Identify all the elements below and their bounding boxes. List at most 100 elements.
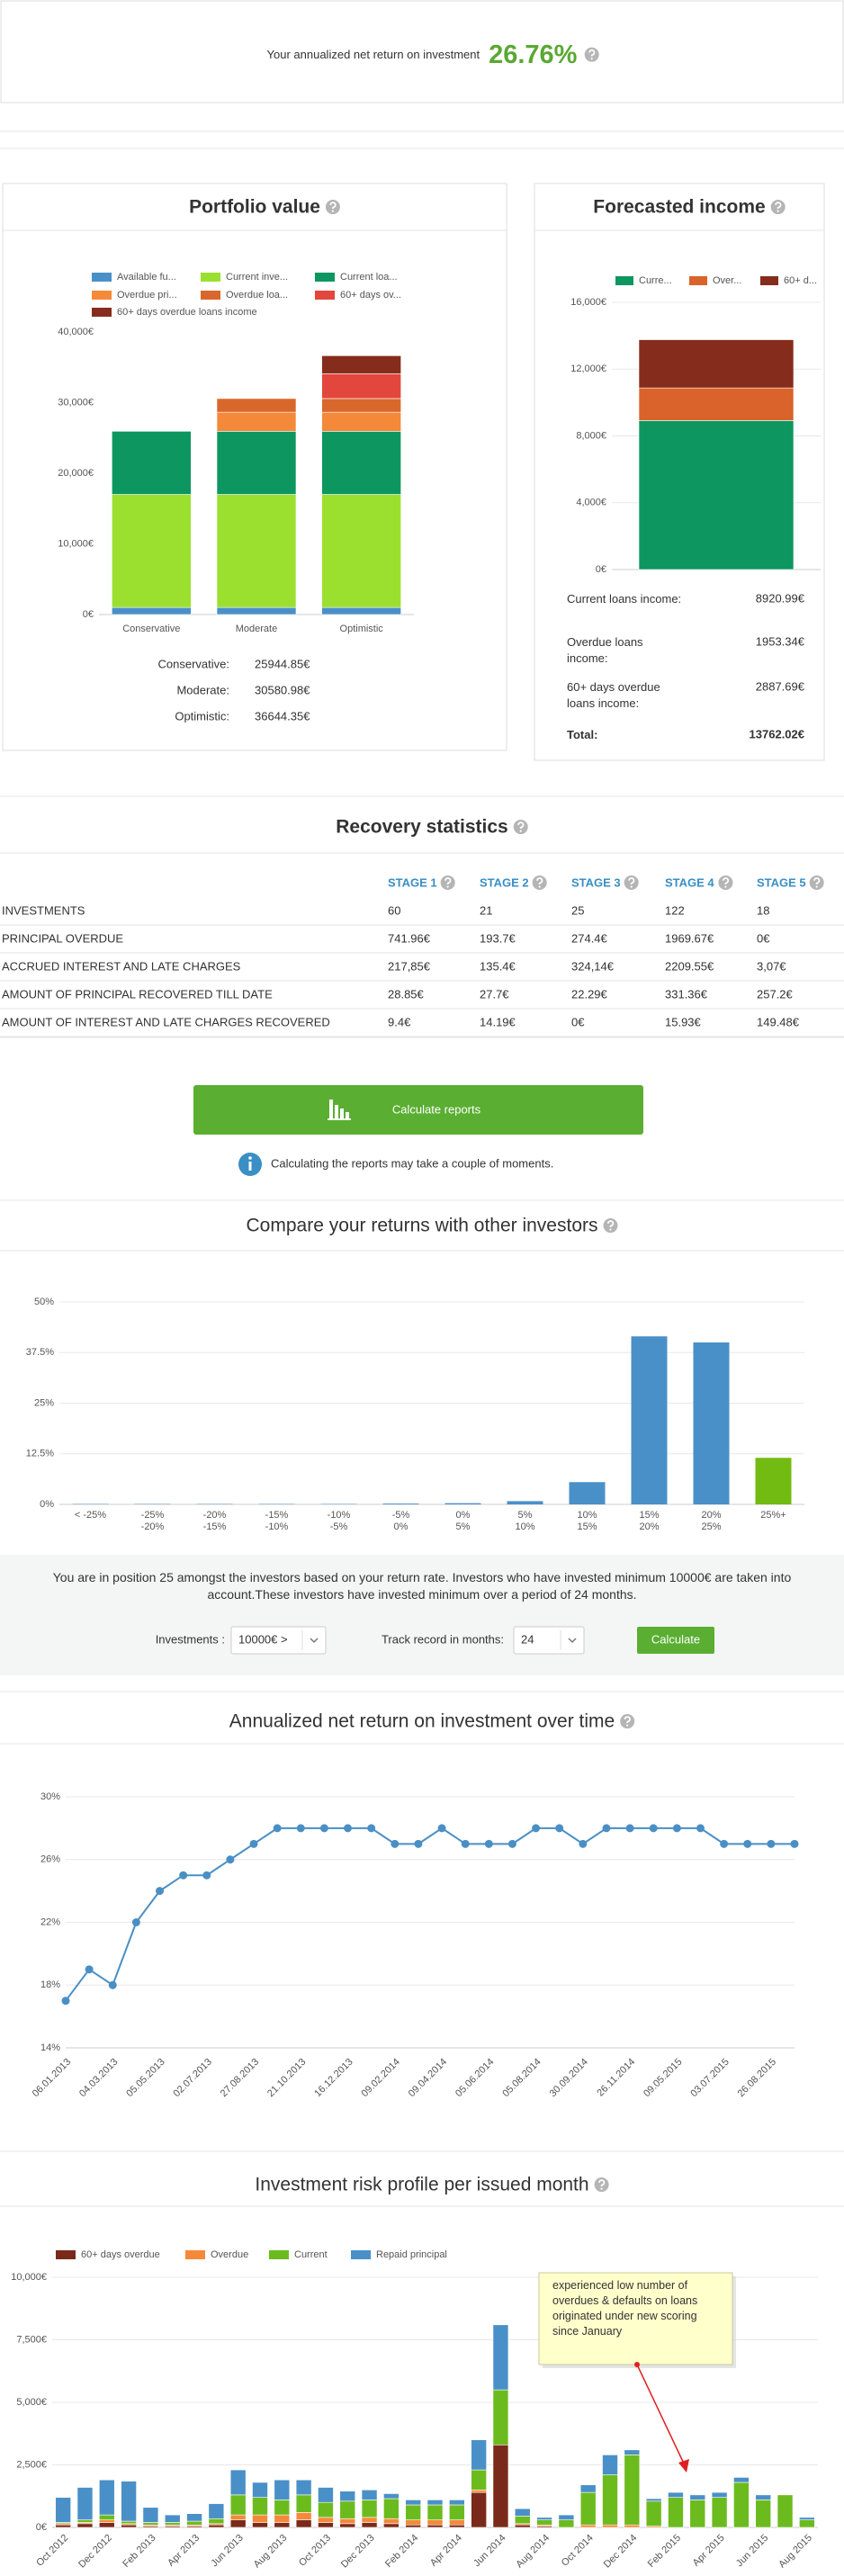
summary-label: Optimistic:	[175, 709, 229, 723]
help-icon	[620, 1714, 635, 1729]
bar-segment	[229, 2519, 247, 2528]
table-cell: 3,07€	[757, 959, 786, 973]
help-glyph	[517, 821, 525, 830]
table-cell: 217,85€	[388, 959, 431, 973]
bar-segment	[383, 2523, 400, 2528]
bar-segment	[492, 2444, 509, 2528]
x-tick-label: -20%	[203, 1510, 227, 1521]
bar-segment	[579, 2484, 597, 2493]
bar-segment	[602, 2524, 618, 2528]
legend-swatch	[92, 308, 112, 317]
select-arrow	[568, 1638, 577, 1644]
forecast-label: 60+ days overdue loans income:	[567, 680, 660, 710]
control-label: Track record in months:	[382, 1632, 504, 1646]
x-tick-label: 09.02.2014	[360, 2057, 402, 2099]
x-tick-label: Apr 2015	[691, 2533, 727, 2569]
position-text: You are in position 25 amongst the inves…	[52, 1570, 792, 1602]
help-glyph	[624, 1716, 631, 1724]
point	[61, 1997, 70, 2006]
x-tick-label: 16.12.2013	[312, 2057, 355, 2099]
y-tick-label: 30,000€	[58, 397, 94, 408]
annotation-text-box: experienced low number of overdues & def…	[552, 2279, 698, 2338]
bar-segment	[339, 2523, 356, 2528]
table-cell: 9.4€	[388, 1015, 411, 1028]
x-tick-label: Jun 2014	[471, 2533, 507, 2569]
bar-segment	[229, 2469, 247, 2496]
annotation-arrowhead	[678, 2459, 689, 2473]
bar-segment	[514, 2508, 531, 2517]
row-label: AMOUNT OF PRINCIPAL RECOVERED TILL DATE	[2, 987, 273, 1001]
select-bg	[513, 1626, 585, 1655]
legend-swatch	[92, 273, 112, 282]
bar-segment	[216, 398, 297, 413]
select[interactable]: 24	[513, 1626, 585, 1655]
point	[507, 1839, 516, 1848]
bar-segment	[579, 2491, 597, 2526]
bar-segment	[252, 2497, 268, 2516]
bar-segment	[733, 2482, 750, 2528]
bar-segment	[405, 2500, 421, 2506]
point	[437, 1824, 446, 1833]
bar-segment	[449, 2504, 465, 2520]
bar-segment	[405, 2504, 421, 2520]
x-tick-label: 30.09.2014	[548, 2057, 590, 2099]
x-tick-label: Aug 2015	[777, 2533, 814, 2571]
chart-title: Annualized net return on investment over…	[229, 1711, 615, 1732]
x-tick-label: 26.11.2014	[595, 2057, 637, 2099]
point	[156, 1887, 165, 1896]
x-tick-label: 25%	[701, 1521, 721, 1532]
bar	[382, 1503, 419, 1504]
point	[391, 1839, 400, 1848]
point	[672, 1824, 681, 1833]
bar-segment	[321, 411, 401, 432]
bar-segment	[536, 2519, 552, 2526]
summary-value: 36644.35€	[255, 709, 310, 723]
calculate-button[interactable]: Calculate	[637, 1627, 714, 1654]
help-glyph	[813, 877, 821, 884]
button-icon	[340, 1108, 344, 1119]
forecast-label: Total:	[567, 728, 598, 741]
table-cell: 0€	[571, 1015, 585, 1028]
y-tick-label: 0%	[40, 1499, 54, 1510]
bar-segment	[492, 2389, 509, 2446]
forecast-label-box: Overdue loans income:	[567, 635, 643, 665]
bar-segment	[536, 2517, 552, 2520]
x-tick-label: 20%	[701, 1510, 721, 1521]
point	[367, 1824, 376, 1833]
bar-segment	[514, 2516, 531, 2525]
x-tick-label: Feb 2014	[383, 2533, 420, 2570]
bar-segment	[252, 2522, 268, 2528]
table-cell: 331.36€	[665, 987, 708, 1001]
position-text-box: You are in position 25 amongst the inves…	[52, 1570, 792, 1602]
bar-segment	[602, 2474, 618, 2526]
bar-segment	[112, 494, 192, 608]
legend-swatch	[615, 276, 633, 285]
bar-segment	[164, 2522, 181, 2526]
forecast-label-box: Current loans income:	[567, 592, 681, 606]
bar-segment	[383, 2518, 400, 2525]
bar-segment	[361, 2517, 378, 2523]
legend-label: Current	[294, 2249, 328, 2260]
bar-segment	[449, 2519, 465, 2526]
bar-segment	[121, 2481, 137, 2522]
button-icon	[329, 1100, 333, 1119]
x-tick-label: -25%	[141, 1510, 165, 1521]
bar-segment	[689, 2494, 706, 2500]
bar-segment	[514, 2524, 531, 2528]
bar-segment	[274, 2500, 291, 2516]
bar-segment	[426, 2504, 444, 2520]
bar-segment	[142, 2507, 159, 2523]
help-icon	[440, 875, 455, 890]
bar-segment	[405, 2524, 421, 2528]
bar-segment	[449, 2500, 465, 2506]
annotation-text: experienced low number of overdues & def…	[552, 2279, 698, 2338]
column-header: STAGE 4	[665, 875, 714, 889]
help-glyph	[588, 49, 596, 57]
y-tick-label: 22%	[40, 1916, 60, 1927]
legend-label: Current loa...	[340, 272, 398, 283]
calculate-reports-button[interactable]: Calculate reports	[193, 1085, 643, 1135]
select[interactable]: 10000€ >	[230, 1626, 327, 1655]
help-glyph	[775, 202, 782, 210]
table-cell: 28.85€	[388, 987, 425, 1001]
legend-swatch	[315, 291, 335, 300]
